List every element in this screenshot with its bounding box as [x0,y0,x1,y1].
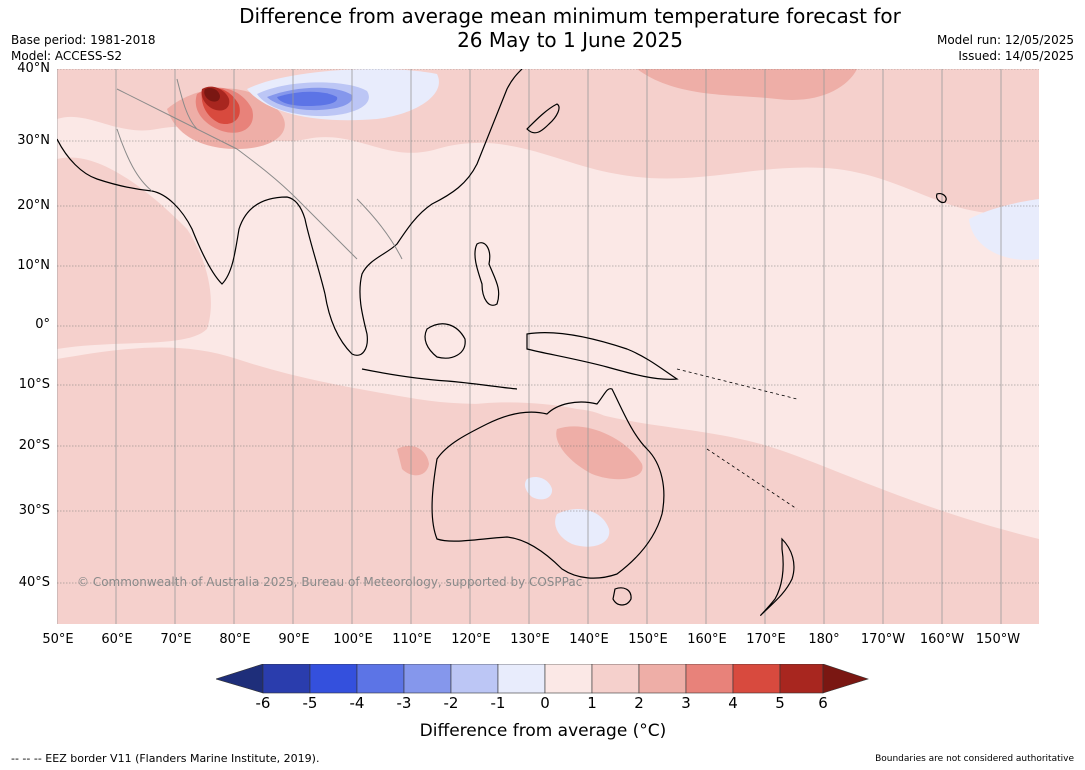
lon-label-60e: 60°E [101,632,133,647]
colorbar-segment-minus3 [403,664,452,694]
colorbar [216,664,869,694]
colorbar-segment-1 [591,664,640,694]
boundaries-footnote: Boundaries are not considered authoritat… [875,754,1074,764]
coastlines [57,69,947,616]
anomaly-region-1to2-india [57,157,211,349]
anomaly-region-0to-1-wa [524,477,553,500]
copyright-notice: © Commonwealth of Australia 2025, Bureau… [77,575,583,589]
colorbar-segment-minus4 [356,664,405,694]
lon-label-70e: 70°E [160,632,192,647]
lon-label-160e: 160°E [687,632,727,647]
lat-label-40n: 40°N [17,61,50,76]
coast-hawaii [936,192,947,204]
lat-label-40s: 40°S [18,575,50,590]
anomaly-region-0to-1-hawaii [969,199,1039,260]
colorbar-segment-minus1 [497,664,546,694]
lon-label-110e: 110°E [392,632,432,647]
colorbar-segment-minus2 [450,664,499,694]
lon-label-150e: 150°E [628,632,668,647]
lon-label-90e: 90°E [278,632,310,647]
lon-label-180: 180° [808,632,840,647]
anomaly-region-above6 [204,87,220,102]
colorbar-segment-2 [638,664,687,694]
colorbar-tick: -5 [302,694,318,712]
colorbar-tick: 3 [681,694,691,712]
base-period: Base period: 1981-2018 [11,33,156,47]
anomaly-region-2to3-wa [397,445,429,476]
colorbar-tick: 1 [587,694,597,712]
lon-label-160w: 160°W [919,632,965,647]
lon-label-50e: 50°E [42,632,74,647]
coast-borneo [424,323,466,359]
lon-label-100e: 100°E [333,632,373,647]
coast-new-zealand [760,537,795,616]
colorbar-tick: 0 [540,694,550,712]
colorbar-segment-minus6 [262,664,311,694]
coast-new-guinea [526,332,679,380]
lat-label-30s: 30°S [18,503,50,518]
lon-label-140e: 140°E [569,632,609,647]
colorbar-tick: -4 [349,694,365,712]
lon-label-170e: 170°E [746,632,786,647]
lat-label-10n: 10°N [17,258,50,273]
coast-tasmania [612,587,632,606]
model-run: Model run: 12/05/2025 [936,33,1074,47]
lat-label-20n: 20°N [17,198,50,213]
lon-label-170w: 170°W [860,632,906,647]
colorbar-tick: 6 [818,694,828,712]
longitude-gridlines [57,69,1002,624]
eez-footnote: -- -- -- EEZ border V11 (Flanders Marine… [11,752,320,765]
colorbar-tick: -3 [396,694,412,712]
colorbar-segment-below-6 [216,664,264,694]
meta-right: Model run: 12/05/2025 Issued: 14/05/2025 [937,32,1074,64]
coast-australia [431,388,665,579]
anomaly-region-minus3to4 [277,91,338,106]
coast-indonesia [361,368,518,390]
colorbar-segment-minus5 [309,664,358,694]
country-borders [116,78,403,260]
temperature-anomaly-map [57,69,1039,624]
eez-borders [676,368,798,510]
colorbar-tick: 2 [634,694,644,712]
lon-label-130e: 130°E [510,632,550,647]
colorbar-segment-above-6 [822,664,869,694]
map-title: Difference from average mean minimum tem… [170,4,970,52]
lat-label-0: 0° [35,317,50,332]
anomaly-region-2to3-pacific [637,69,857,100]
lat-label-20s: 20°S [18,438,50,453]
colorbar-tick: 5 [775,694,785,712]
colorbar-tick: -6 [255,694,271,712]
lon-label-80e: 80°E [219,632,251,647]
coast-southeast-asia [324,69,523,356]
issued-date: Issued: 14/05/2025 [958,49,1074,63]
colorbar-label: Difference from average (°C) [419,721,667,741]
lat-label-10s: 10°S [18,377,50,392]
colorbar-segment-0 [544,664,593,694]
meta-left: Base period: 1981-2018 Model: ACCESS-S2 [11,32,156,64]
colorbar-segment-3 [685,664,734,694]
colorbar-tick: -1 [490,694,506,712]
colorbar-tick: 4 [728,694,738,712]
lon-label-150w: 150°W [975,632,1021,647]
coast-japan [526,103,560,134]
colorbar-segment-5 [779,664,824,694]
model-name: Model: ACCESS-S2 [11,49,123,63]
coast-philippines [474,242,500,306]
colorbar-tick: -2 [443,694,459,712]
anomaly-region-2to3-qld [556,426,643,480]
title-line-2: 26 May to 1 June 2025 [457,28,683,52]
colorbar-segment-4 [732,664,781,694]
coast-arabia-india [57,138,326,295]
anomaly-region-0to-1-sa [555,509,610,547]
title-line-1: Difference from average mean minimum tem… [239,4,901,28]
lon-label-120e: 120°E [451,632,491,647]
lat-label-30n: 30°N [17,133,50,148]
